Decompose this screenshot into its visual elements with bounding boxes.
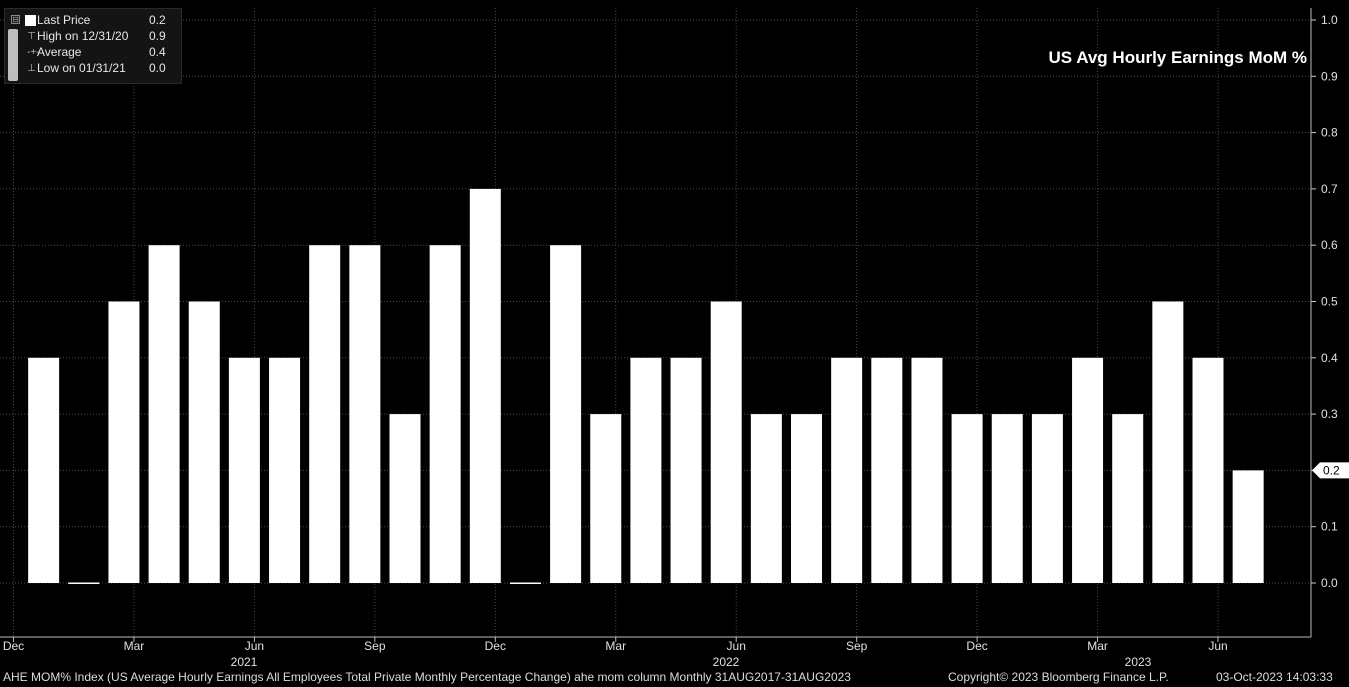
bar bbox=[911, 357, 943, 583]
legend-label-last-price: Last Price bbox=[37, 13, 91, 27]
legend-side-tab[interactable] bbox=[8, 29, 18, 81]
bar bbox=[1031, 414, 1063, 583]
y-tick-label: 0.4 bbox=[1321, 351, 1338, 365]
bar bbox=[269, 357, 301, 583]
legend-value-average: 0.4 bbox=[149, 45, 166, 59]
x-month-label: Dec bbox=[966, 639, 987, 653]
y-tick-label: 0.7 bbox=[1321, 182, 1338, 196]
bar bbox=[228, 357, 260, 583]
bar bbox=[750, 414, 782, 583]
bar bbox=[188, 301, 220, 583]
legend-label-average: Average bbox=[37, 45, 82, 59]
bar bbox=[590, 414, 622, 583]
last-value-tag bbox=[1312, 462, 1349, 479]
x-month-label: Sep bbox=[846, 639, 868, 653]
x-month-label: Mar bbox=[124, 639, 145, 653]
bar bbox=[831, 357, 863, 583]
legend-row-low: ⊥ Low on 01/31/21 0.0 bbox=[5, 61, 181, 77]
x-month-label: Dec bbox=[485, 639, 506, 653]
legend-value-high: 0.9 bbox=[149, 29, 166, 43]
bar bbox=[630, 357, 662, 583]
x-month-label: Mar bbox=[1087, 639, 1108, 653]
legend-label-high: High on 12/31/20 bbox=[37, 29, 129, 43]
y-tick-label: 0.5 bbox=[1321, 295, 1338, 309]
bar bbox=[710, 301, 742, 583]
chart-title: US Avg Hourly Earnings MoM % bbox=[1048, 48, 1308, 67]
y-tick-label: 0.3 bbox=[1321, 407, 1338, 421]
bar bbox=[871, 357, 903, 583]
bar bbox=[309, 245, 341, 583]
y-tick-label: 0.6 bbox=[1321, 238, 1338, 252]
footer-timestamp: 03-Oct-2023 14:03:33 bbox=[1216, 670, 1333, 684]
y-tick-label: 0.1 bbox=[1321, 520, 1338, 534]
x-month-label: Mar bbox=[605, 639, 626, 653]
bar bbox=[991, 414, 1023, 583]
y-tick-label: 0.0 bbox=[1321, 576, 1338, 590]
bar bbox=[148, 245, 180, 583]
footer-copyright: Copyright© 2023 Bloomberg Finance L.P. bbox=[948, 670, 1169, 684]
bar bbox=[1232, 470, 1264, 583]
x-year-label: 2021 bbox=[231, 655, 258, 669]
legend-value-low: 0.0 bbox=[149, 61, 166, 75]
y-tick-label: 0.8 bbox=[1321, 126, 1338, 140]
bar bbox=[1072, 357, 1104, 583]
legend-row-last-price: Last Price 0.2 bbox=[5, 13, 181, 29]
low-marker-icon: ⊥ bbox=[27, 63, 36, 74]
bar bbox=[28, 357, 60, 583]
bar bbox=[108, 301, 140, 583]
legend-value-last-price: 0.2 bbox=[149, 13, 166, 27]
legend-label-low: Low on 01/31/21 bbox=[37, 61, 126, 75]
high-marker-icon: ⊤ bbox=[27, 31, 36, 42]
x-axis: Dec Mar Jun Sep Dec Mar Jun Sep Dec Mar Jun 2021 202… bbox=[0, 636, 1311, 669]
bar bbox=[791, 414, 822, 583]
last-value-tag-label: 0.2 bbox=[1323, 463, 1340, 477]
x-month-label: Sep bbox=[364, 639, 386, 653]
legend-row-average: -+- Average 0.4 bbox=[5, 45, 181, 61]
x-month-label: Jun bbox=[1208, 639, 1227, 653]
bar bbox=[349, 245, 381, 583]
legend-collapse-toggle[interactable]: ⊟ bbox=[11, 15, 20, 24]
x-year-label: 2022 bbox=[713, 655, 740, 669]
footer-description: AHE MOM% Index (US Average Hourly Earnin… bbox=[3, 670, 851, 684]
bar bbox=[1192, 357, 1224, 583]
x-month-label: Jun bbox=[245, 639, 264, 653]
bar bbox=[429, 245, 461, 583]
y-tick-label: 0.9 bbox=[1321, 69, 1338, 83]
x-year-label: 2023 bbox=[1125, 655, 1152, 669]
average-marker-icon: -+- bbox=[27, 47, 40, 58]
bar bbox=[550, 245, 582, 583]
x-month-label: Jun bbox=[727, 639, 746, 653]
bar bbox=[389, 414, 421, 583]
bar bbox=[469, 188, 501, 583]
white-square-swatch-icon bbox=[25, 15, 36, 26]
bar bbox=[1152, 301, 1184, 583]
bars bbox=[28, 188, 1264, 584]
bar bbox=[951, 414, 983, 583]
bar bbox=[1112, 414, 1144, 583]
legend-panel: ⊟ Last Price 0.2 ⊤ High on 12/31/20 0.9 … bbox=[4, 8, 182, 84]
y-axis: 0.00.10.20.30.40.50.60.70.80.91.00.2 bbox=[1310, 8, 1349, 637]
bar bbox=[670, 357, 702, 583]
x-month-label: Dec bbox=[3, 639, 24, 653]
y-tick-label: 1.0 bbox=[1321, 13, 1338, 27]
legend-row-high: ⊤ High on 12/31/20 0.9 bbox=[5, 29, 181, 45]
